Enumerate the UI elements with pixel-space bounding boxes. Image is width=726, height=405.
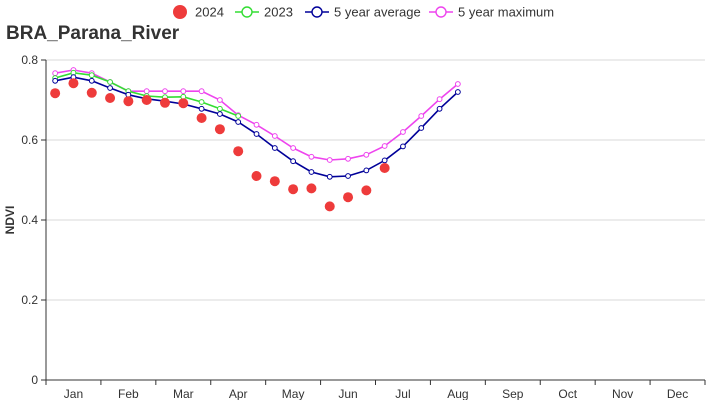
x-tick-label: Aug bbox=[447, 387, 468, 400]
data-marker-5-year-average bbox=[418, 125, 425, 131]
legend-marker-2024 bbox=[173, 5, 187, 19]
data-marker-5-year-average bbox=[217, 111, 223, 117]
data-marker-5-year-average bbox=[345, 173, 351, 179]
data-marker-2023 bbox=[235, 113, 242, 119]
legend-label-2023: 2023 bbox=[264, 5, 293, 20]
x-tick-label: Jan bbox=[64, 387, 83, 400]
y-tick-label: 0.6 bbox=[21, 133, 38, 147]
y-tick-label: 0.2 bbox=[21, 293, 38, 307]
data-marker-5-year-maximum bbox=[290, 145, 297, 151]
data-marker-5-year-maximum bbox=[400, 129, 406, 135]
data-point-2024 bbox=[68, 78, 79, 89]
grid-lines bbox=[46, 59, 705, 381]
legend-marker-5-year-average bbox=[311, 6, 323, 18]
data-marker-5-year-average bbox=[400, 143, 406, 150]
data-marker-2023 bbox=[217, 105, 223, 112]
data-marker-5-year-maximum bbox=[418, 113, 425, 119]
x-tick-label: Nov bbox=[612, 387, 633, 400]
data-marker-5-year-maximum bbox=[52, 70, 59, 77]
data-marker-2023 bbox=[198, 99, 205, 105]
x-tick-label: Oct bbox=[558, 387, 577, 400]
data-point-2024 bbox=[123, 96, 134, 107]
data-point-2024 bbox=[105, 93, 116, 103]
data-marker-2023 bbox=[107, 79, 113, 85]
x-tick-label: Apr bbox=[229, 387, 248, 400]
data-marker-5-year-average bbox=[271, 145, 278, 151]
y-tick-label: 0 bbox=[31, 373, 38, 387]
series-5-year-maximum bbox=[52, 67, 461, 163]
data-marker-5-year-average bbox=[235, 119, 242, 125]
data-marker-5-year-maximum bbox=[436, 96, 443, 103]
data-point-2024 bbox=[324, 201, 335, 212]
y-tick-label: 0.4 bbox=[21, 213, 38, 227]
data-marker-5-year-average bbox=[290, 158, 297, 165]
data-marker-5-year-average bbox=[198, 105, 205, 112]
data-marker-5-year-average bbox=[88, 77, 95, 84]
data-marker-2023 bbox=[88, 72, 95, 79]
data-marker-5-year-maximum bbox=[271, 133, 278, 139]
data-marker-5-year-average bbox=[308, 169, 315, 175]
legend-marker-5-year-maximum bbox=[435, 6, 447, 18]
data-point-2024 bbox=[251, 171, 262, 181]
x-tick-label: May bbox=[282, 387, 305, 400]
data-point-2024 bbox=[178, 98, 189, 109]
data-point-2024 bbox=[196, 113, 207, 123]
legend-label-5-year-average: 5 year average bbox=[334, 5, 421, 20]
data-marker-5-year-maximum bbox=[345, 155, 351, 162]
x-tick-label: Mar bbox=[173, 387, 194, 400]
data-marker-5-year-average bbox=[363, 167, 370, 174]
data-point-2024 bbox=[288, 184, 299, 195]
data-point-2024 bbox=[214, 124, 225, 135]
data-marker-5-year-maximum bbox=[180, 88, 187, 95]
legend: 2024 2023 5 year average 5 year maximum bbox=[173, 5, 554, 20]
data-point-2024 bbox=[343, 192, 354, 203]
chart-title: BRA_Parana_River bbox=[6, 23, 180, 44]
y-tick-label: 0.8 bbox=[21, 53, 38, 67]
data-marker-5-year-maximum bbox=[308, 153, 315, 160]
x-tick-label: Dec bbox=[667, 387, 688, 400]
legend-label-2024: 2024 bbox=[195, 5, 224, 20]
data-point-2024 bbox=[269, 176, 280, 187]
data-marker-5-year-maximum bbox=[326, 157, 333, 163]
data-point-2024 bbox=[361, 185, 372, 196]
data-marker-5-year-maximum bbox=[454, 81, 461, 87]
x-tick-label: Feb bbox=[118, 387, 139, 400]
data-point-2024 bbox=[50, 88, 61, 99]
data-marker-5-year-maximum bbox=[162, 88, 168, 95]
data-marker-5-year-average bbox=[436, 105, 443, 112]
data-point-2024 bbox=[306, 183, 317, 194]
data-marker-5-year-maximum bbox=[253, 121, 260, 128]
data-point-2024 bbox=[159, 97, 170, 108]
x-tick-label: Jul bbox=[395, 387, 410, 400]
series-layer bbox=[50, 67, 461, 212]
data-point-2024 bbox=[141, 95, 152, 105]
axes: 0 0.2 0.4 0.6 0.8 Jan Feb Mar Apr May Jun Jul Aug Sep… bbox=[21, 53, 706, 401]
data-marker-5-year-average bbox=[107, 85, 113, 91]
legend-label-5-year-maximum: 5 year maximum bbox=[458, 5, 554, 20]
data-point-2024 bbox=[379, 163, 390, 173]
data-marker-5-year-average bbox=[253, 131, 260, 137]
data-marker-5-year-maximum bbox=[363, 151, 370, 158]
data-marker-5-year-maximum bbox=[217, 97, 223, 103]
data-point-2024 bbox=[233, 146, 244, 157]
data-marker-5-year-average bbox=[454, 89, 461, 95]
data-marker-5-year-maximum bbox=[381, 143, 388, 149]
data-marker-5-year-average bbox=[381, 157, 388, 164]
data-marker-5-year-maximum bbox=[143, 88, 150, 95]
data-marker-5-year-average bbox=[52, 77, 59, 84]
data-marker-5-year-maximum bbox=[198, 88, 205, 95]
series-line-5-year-maximum bbox=[55, 69, 459, 161]
data-point-2024 bbox=[86, 87, 97, 98]
x-tick-label: Jun bbox=[338, 387, 357, 400]
y-axis-label: NDVI bbox=[3, 206, 17, 235]
legend-marker-2023 bbox=[241, 6, 253, 18]
data-marker-5-year-average bbox=[326, 173, 333, 180]
series-2024 bbox=[50, 78, 390, 212]
x-tick-label: Sep bbox=[502, 387, 524, 400]
